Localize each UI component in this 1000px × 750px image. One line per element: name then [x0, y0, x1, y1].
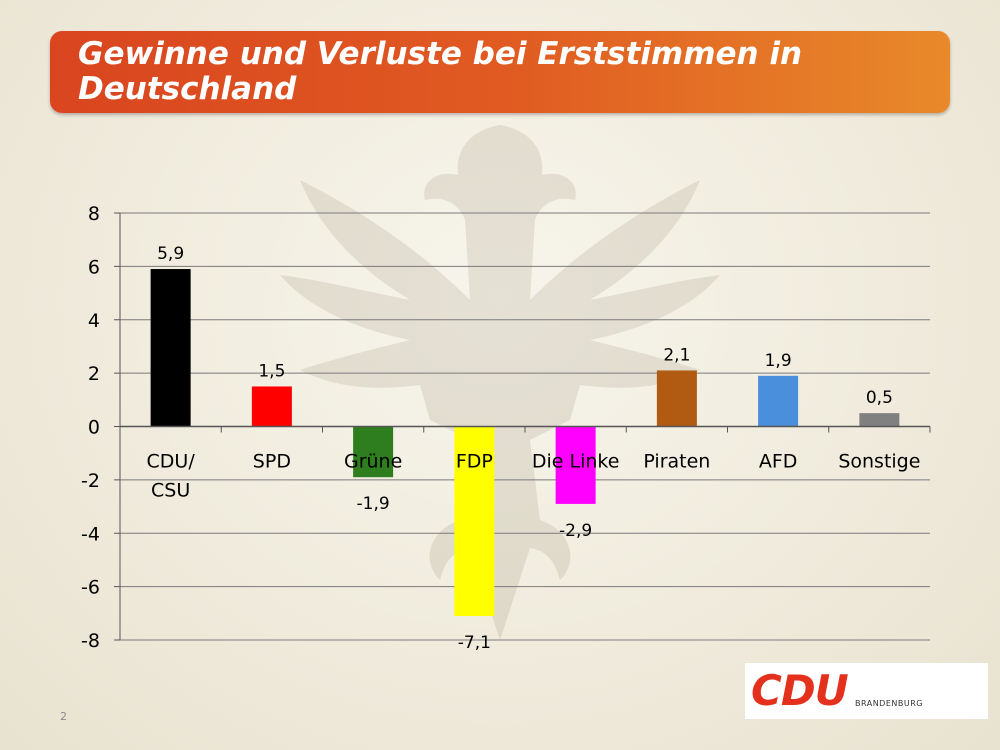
gridlines: [120, 212, 930, 641]
data-label: 1,9: [765, 351, 792, 371]
y-tick-label: -4: [81, 523, 100, 545]
logo-wordmark: CDU: [751, 666, 849, 715]
category-label: FDP: [456, 451, 493, 473]
bar: [555, 426, 596, 504]
logo-subtitle: BRANDENBURG: [855, 699, 923, 708]
axes: [119, 213, 931, 640]
cdu-logo: CDU BRANDENBURG: [745, 663, 988, 719]
y-tick-label: -8: [81, 630, 100, 652]
bar: [150, 269, 191, 427]
y-tick-label: -6: [81, 577, 100, 599]
data-label: -1,9: [357, 494, 390, 514]
y-tick-label: -2: [81, 470, 100, 492]
data-label: -2,9: [559, 521, 592, 541]
title-bar: Gewinne und Verluste bei Erststimmen in …: [50, 31, 950, 113]
page-number: 2: [60, 710, 67, 723]
bar: [859, 413, 900, 427]
category-label: Die Linke: [532, 451, 620, 473]
bar: [353, 426, 394, 478]
data-label: 0,5: [866, 388, 893, 408]
category-label: AFD: [759, 451, 798, 473]
category-label: SPD: [253, 451, 291, 473]
data-label: 2,1: [663, 345, 690, 365]
y-tick-label: 8: [88, 203, 100, 225]
eagle-watermark: [280, 125, 720, 640]
category-label: CDU/CSU: [147, 451, 196, 502]
bar: [758, 375, 799, 427]
data-label: 1,5: [258, 361, 285, 381]
data-label: -7,1: [458, 633, 491, 653]
bars: [150, 269, 900, 616]
y-tick-label: 6: [88, 256, 100, 278]
y-tick-label: 0: [88, 417, 100, 439]
category-label: Grüne: [344, 451, 402, 473]
bar: [656, 370, 697, 427]
y-axis-ticks: 8 6 4 2 0 -2 -4 -6 -8: [81, 203, 120, 652]
category-label: Sonstige: [838, 451, 920, 473]
y-tick-label: 4: [88, 310, 100, 332]
category-labels: CDU/CSU SPD Grüne FDP Die Linke Piraten AFD Son…: [147, 451, 921, 502]
bar: [251, 386, 292, 427]
y-tick-label: 2: [88, 363, 100, 385]
data-label: 5,9: [157, 244, 184, 264]
bar: [454, 426, 495, 616]
category-label: Piraten: [643, 451, 710, 473]
data-labels: 5,9 1,5 -1,9 -7,1 -2,9 2,1 1,9 0,5: [157, 244, 893, 653]
slide-title: Gewinne und Verluste bei Erststimmen in …: [78, 36, 803, 107]
